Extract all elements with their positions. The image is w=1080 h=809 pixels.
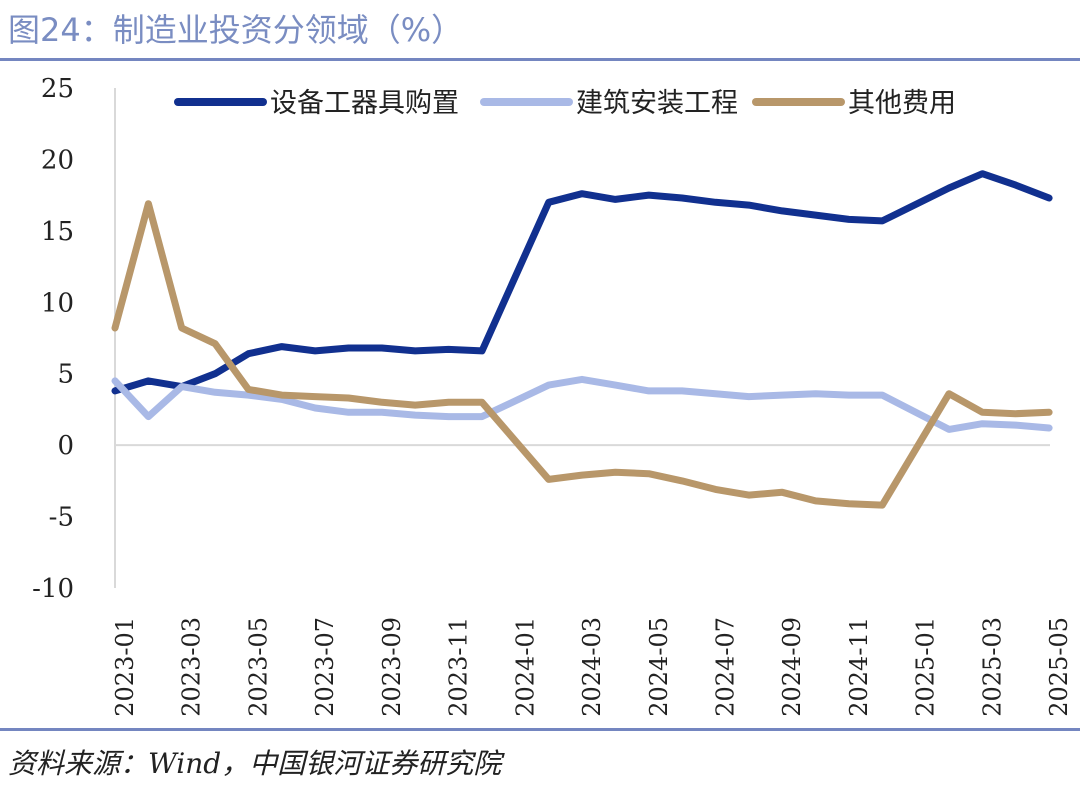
y-tick-label: -10 (32, 574, 74, 604)
y-tick-label: 20 (41, 145, 74, 175)
chart-title: 图24：制造业投资分领域（%） (8, 11, 464, 49)
x-tick-label: 2024-03 (578, 617, 606, 717)
x-tick-label: 2023-07 (311, 617, 339, 717)
x-tick-label: 2024-11 (845, 617, 873, 717)
x-tick-label: 2024-05 (645, 617, 673, 717)
x-tick-label: 2023-01 (111, 617, 139, 717)
legend-label-2: 其他费用 (848, 88, 956, 119)
bottom-divider (0, 728, 1080, 731)
x-tick-label: 2023-03 (178, 617, 206, 717)
series-line-2 (111, 200, 1053, 509)
series-line-1 (111, 375, 1053, 433)
y-tick-label: 0 (57, 431, 74, 461)
x-tick-label: 2023-05 (244, 617, 272, 717)
y-tick-label: 25 (41, 74, 74, 104)
series-line-0 (111, 170, 1053, 395)
x-tick-label: 2023-11 (445, 617, 473, 717)
x-tick-label: 2024-07 (711, 617, 739, 717)
y-axis: 25 20 15 10 5 0 -5 -10 (32, 74, 116, 604)
x-tick-label: 2023-09 (378, 617, 406, 717)
x-tick-label: 2024-01 (511, 617, 539, 717)
y-tick-label: 15 (41, 217, 74, 247)
x-axis: 2023-01 2023-03 2023-05 2023-07 2023-09 2023-… (111, 444, 1073, 717)
top-divider (0, 58, 1080, 61)
source-note: 资料来源：Wind，中国银河证券研究院 (8, 747, 502, 780)
x-tick-label: 2025-01 (912, 617, 940, 717)
legend-label-1: 建筑安装工程 (576, 88, 738, 119)
x-tick-label: 2025-05 (1045, 617, 1073, 717)
y-tick-label: -5 (49, 503, 74, 533)
legend: 设备工器具购置 建筑安装工程 其他费用 (174, 88, 956, 119)
legend-label-0: 设备工器具购置 (270, 88, 459, 119)
series-lines (111, 170, 1053, 509)
y-tick-label: 10 (41, 288, 74, 318)
x-tick-label: 2025-03 (978, 617, 1006, 717)
y-tick-label: 5 (57, 360, 74, 390)
x-tick-label: 2024-09 (778, 617, 806, 717)
